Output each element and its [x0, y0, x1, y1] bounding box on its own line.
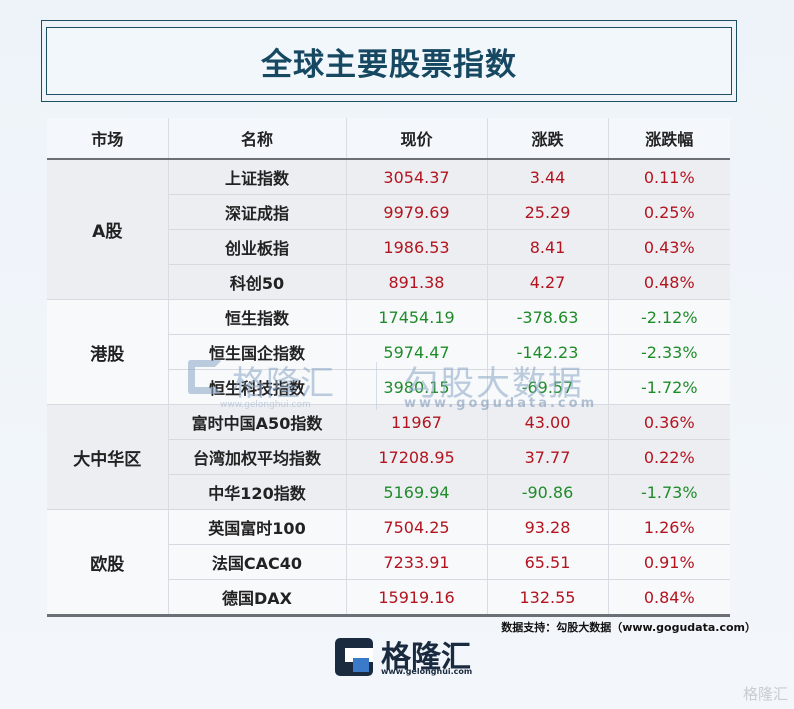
index-name: 台湾加权平均指数 — [168, 439, 347, 475]
table-row: A股 上证指数 3054.37 3.44 0.11% — [47, 159, 730, 300]
table-row: 港股 恒生指数 17454.19 -378.63 -2.12% — [47, 299, 730, 405]
pct-cell: -1.72% — [608, 369, 730, 405]
price-cell: 7504.25 — [346, 509, 488, 545]
price-cell: 17454.19 — [346, 299, 488, 335]
change-cell: 8.41 — [487, 229, 609, 265]
index-name: 富时中国A50指数 — [168, 404, 347, 440]
change-cell: 43.00 — [487, 404, 609, 440]
pct-cell: 0.43% — [608, 229, 730, 265]
pct-cell: 0.25% — [608, 194, 730, 230]
pct-cell: 0.11% — [608, 159, 730, 195]
change-cell: -378.63 — [487, 299, 609, 335]
price-cell: 7233.91 — [346, 544, 488, 580]
change-cell: -69.57 — [487, 369, 609, 405]
pct-cell: 0.22% — [608, 439, 730, 475]
market-cell: 大中华区 — [47, 404, 169, 510]
pct-cell: 1.26% — [608, 509, 730, 545]
table-row: 台湾加权平均指数 17208.95 37.77 0.22% — [47, 439, 730, 475]
header-name: 名称 — [168, 118, 347, 160]
change-cell: -142.23 — [487, 334, 609, 370]
change-cell: 132.55 — [487, 579, 609, 617]
change-cell: 4.27 — [487, 264, 609, 300]
index-name: 科创50 — [168, 264, 347, 300]
page-title: 全球主要股票指数 — [261, 46, 517, 83]
table-row: 恒生国企指数 5974.47 -142.23 -2.33% — [47, 334, 730, 370]
title-inner-frame: 全球主要股票指数 — [46, 27, 732, 95]
pct-cell: -2.33% — [608, 334, 730, 370]
gelonghui-logo: 格隆汇 www.gelonghui.com — [335, 636, 495, 678]
table-row: 中华120指数 5169.94 -90.86 -1.73% — [47, 474, 730, 510]
index-name: 创业板指 — [168, 229, 347, 265]
index-name: 恒生指数 — [168, 299, 347, 335]
pct-cell: 0.48% — [608, 264, 730, 300]
header-pct: 涨跌幅 — [608, 118, 730, 160]
market-cell: 港股 — [47, 299, 169, 405]
logo-text: 格隆汇 — [381, 640, 471, 675]
table-header-row: 市场 名称 现价 涨跌 涨跌幅 — [47, 118, 730, 160]
price-cell: 1986.53 — [346, 229, 488, 265]
pct-cell: -2.12% — [608, 299, 730, 335]
title-frame: 全球主要股票指数 — [41, 20, 737, 102]
market-cell: A股 — [47, 159, 169, 300]
index-name: 上证指数 — [168, 159, 347, 195]
table-row: 法国CAC40 7233.91 65.51 0.91% — [47, 544, 730, 580]
change-cell: 93.28 — [487, 509, 609, 545]
corner-watermark: 格隆汇 — [742, 685, 788, 703]
table-row: 创业板指 1986.53 8.41 0.43% — [47, 229, 730, 265]
change-cell: 3.44 — [487, 159, 609, 195]
index-name: 德国DAX — [168, 579, 347, 617]
index-table: 市场 名称 现价 涨跌 涨跌幅 A股 上证指数 3054.37 3.44 0.1… — [47, 118, 730, 617]
index-name: 英国富时100 — [168, 509, 347, 545]
data-source-note: 数据支持：勾股大数据（www.gogudata.com） — [501, 621, 756, 634]
change-cell: 37.77 — [487, 439, 609, 475]
change-cell: 25.29 — [487, 194, 609, 230]
pct-cell: 0.84% — [608, 579, 730, 617]
price-cell: 9979.69 — [346, 194, 488, 230]
table-row: 大中华区 富时中国A50指数 11967 43.00 0.36% — [47, 404, 730, 510]
header-change: 涨跌 — [487, 118, 609, 160]
price-cell: 15919.16 — [346, 579, 488, 617]
index-name: 深证成指 — [168, 194, 347, 230]
index-name: 恒生科技指数 — [168, 369, 347, 405]
price-cell: 5169.94 — [346, 474, 488, 510]
price-cell: 3054.37 — [346, 159, 488, 195]
pct-cell: -1.73% — [608, 474, 730, 510]
pct-cell: 0.36% — [608, 404, 730, 440]
logo-url: www.gelonghui.com — [381, 667, 473, 676]
table-row: 德国DAX 15919.16 132.55 0.84% — [47, 579, 730, 617]
table-row: 欧股 英国富时100 7504.25 93.28 1.26% — [47, 509, 730, 617]
price-cell: 891.38 — [346, 264, 488, 300]
index-name: 中华120指数 — [168, 474, 347, 510]
price-cell: 5974.47 — [346, 334, 488, 370]
market-cell: 欧股 — [47, 509, 169, 617]
index-name: 恒生国企指数 — [168, 334, 347, 370]
gelonghui-logo-icon — [335, 638, 373, 676]
header-market: 市场 — [47, 118, 169, 160]
price-cell: 3980.15 — [346, 369, 488, 405]
change-cell: -90.86 — [487, 474, 609, 510]
price-cell: 11967 — [346, 404, 488, 440]
pct-cell: 0.91% — [608, 544, 730, 580]
table-row: 深证成指 9979.69 25.29 0.25% — [47, 194, 730, 230]
header-price: 现价 — [346, 118, 488, 160]
price-cell: 17208.95 — [346, 439, 488, 475]
change-cell: 65.51 — [487, 544, 609, 580]
index-name: 法国CAC40 — [168, 544, 347, 580]
table-row: 科创50 891.38 4.27 0.48% — [47, 264, 730, 300]
